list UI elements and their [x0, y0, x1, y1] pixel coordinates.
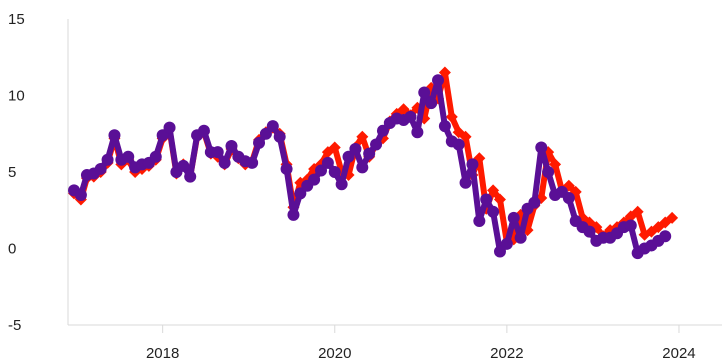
data-point-circle: [459, 176, 472, 189]
data-point-diamond: [493, 193, 506, 206]
data-point-circle: [356, 161, 369, 174]
data-point-circle: [432, 74, 445, 87]
series-2: [68, 74, 672, 260]
data-point-circle: [108, 129, 121, 142]
data-point-circle: [514, 231, 527, 244]
data-point-circle: [493, 245, 506, 258]
data-point-circle: [404, 110, 417, 123]
data-point-circle: [184, 170, 197, 183]
y-tick-label: 10: [8, 88, 25, 105]
data-point-diamond: [356, 130, 369, 143]
data-point-circle: [74, 188, 87, 201]
y-tick-label: 15: [8, 11, 25, 28]
data-point-circle: [163, 121, 176, 134]
data-point-diamond: [438, 66, 451, 79]
data-point-circle: [363, 147, 376, 160]
data-point-circle: [480, 193, 493, 206]
data-point-circle: [287, 208, 300, 221]
data-point-diamond: [487, 184, 500, 197]
data-point-diamond: [445, 110, 458, 123]
data-point-circle: [197, 124, 210, 137]
y-tick-label: -5: [8, 317, 21, 334]
data-point-circle: [542, 166, 555, 178]
data-point-diamond: [631, 205, 644, 218]
data-point-circle: [500, 237, 513, 250]
data-point-circle: [473, 214, 486, 227]
data-point-circle: [211, 146, 224, 159]
data-point-circle: [218, 156, 231, 169]
data-point-circle: [466, 158, 479, 171]
y-tick-label: 0: [8, 241, 16, 258]
y-tick-label: 5: [8, 164, 16, 181]
data-point-circle: [328, 166, 341, 178]
data-point-circle: [308, 173, 321, 186]
data-point-circle: [418, 86, 431, 99]
data-point-diamond: [397, 103, 410, 116]
data-point-circle: [156, 129, 169, 142]
data-point-circle: [101, 153, 114, 166]
data-point-circle: [452, 138, 465, 151]
data-point-circle: [528, 196, 541, 209]
data-point-circle: [370, 138, 383, 151]
data-point-circle: [624, 219, 637, 232]
x-tick-label: 2018: [146, 345, 179, 362]
data-point-circle: [177, 159, 190, 172]
data-point-circle: [253, 136, 266, 149]
data-point-circle: [273, 130, 286, 143]
data-point-circle: [562, 192, 575, 205]
data-point-circle: [411, 126, 424, 139]
data-point-circle: [425, 97, 438, 110]
data-point-circle: [583, 225, 596, 238]
data-point-circle: [246, 156, 259, 169]
data-point-circle: [259, 127, 272, 140]
axes: -5 0 5 10 15 2018 2020 2022 2024: [8, 11, 722, 362]
x-tick-label: 2022: [490, 345, 523, 362]
data-point-circle: [342, 150, 355, 163]
data-point-circle: [349, 143, 362, 156]
data-point-circle: [659, 230, 672, 243]
data-point-circle: [122, 150, 135, 163]
data-point-circle: [321, 156, 334, 169]
data-point-circle: [225, 139, 238, 152]
data-point-circle: [438, 120, 451, 133]
x-tick-label: 2020: [318, 345, 351, 362]
data-point-diamond: [549, 158, 562, 171]
data-point-circle: [335, 178, 348, 191]
series-line: [72, 77, 667, 257]
data-point-circle: [266, 120, 279, 133]
data-point-circle: [280, 162, 293, 175]
data-point-circle: [507, 211, 520, 224]
data-point-circle: [487, 205, 500, 218]
data-point-diamond: [328, 141, 341, 154]
data-point-circle: [149, 150, 162, 163]
data-point-diamond: [459, 130, 472, 143]
data-point-circle: [314, 164, 327, 177]
data-point-circle: [376, 124, 389, 137]
series-layer: [68, 66, 679, 260]
data-point-circle: [294, 187, 307, 200]
x-tick-label: 2024: [662, 345, 695, 362]
data-point-diamond: [666, 211, 679, 224]
data-point-circle: [535, 141, 548, 154]
data-point-circle: [94, 162, 107, 175]
